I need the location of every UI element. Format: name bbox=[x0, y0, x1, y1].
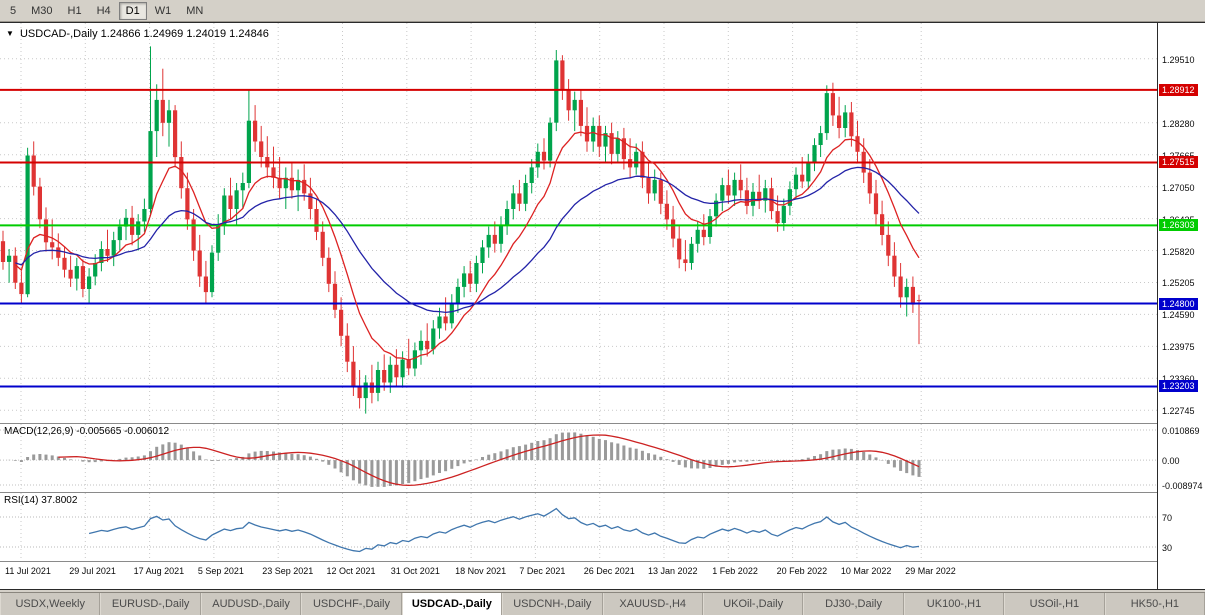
chart-tab-usdcad-daily[interactable]: USDCAD-,Daily bbox=[401, 593, 503, 615]
price-axis-label: 1.24590 bbox=[1162, 310, 1195, 321]
chart-window: ▼ USDCAD-,Daily 1.24866 1.24969 1.24019 … bbox=[0, 22, 1205, 590]
time-axis-label: 26 Dec 2021 bbox=[583, 566, 635, 576]
ohlc-high: 1.24969 bbox=[143, 28, 184, 40]
rsi-name: RSI(14) bbox=[4, 495, 39, 506]
rsi-canvas bbox=[0, 493, 1157, 561]
price-chart-canvas bbox=[0, 23, 1157, 423]
chart-tab-usdx-weekly[interactable]: USDX,Weekly bbox=[0, 593, 101, 615]
macd-main-value: -0.005665 bbox=[76, 426, 122, 437]
chart-tab-xauusd-h4[interactable]: XAUUSD-,H4 bbox=[602, 593, 703, 615]
timeframe-button-w1[interactable]: W1 bbox=[154, 4, 172, 17]
rsi-indicator-label: RSI(14) 37.8002 bbox=[4, 495, 77, 506]
time-axis-label: 18 Nov 2021 bbox=[455, 566, 507, 576]
time-axis-label: 5 Sep 2021 bbox=[197, 566, 244, 576]
time-axis[interactable]: 11 Jul 2021 29 Jul 2021 17 Aug 2021 5 Sep 2… bbox=[0, 562, 1157, 589]
rsi-value: 37.8002 bbox=[41, 495, 78, 506]
price-axis-label: 1.27665 bbox=[1162, 151, 1195, 161]
ohlc-low: 1.24019 bbox=[186, 28, 227, 40]
timeframe-button-5[interactable]: 5 bbox=[10, 4, 17, 17]
macd-axis-label: 0.00 bbox=[1162, 456, 1180, 467]
hline-price-badge: 1.28912 bbox=[1159, 83, 1198, 96]
chart-tab-usoil-h1[interactable]: USOil-,H1 bbox=[1004, 593, 1105, 615]
time-axis-label: 20 Feb 2022 bbox=[776, 566, 828, 576]
chart-tab-hk50-h1[interactable]: HK50-,H1 bbox=[1104, 593, 1205, 615]
ohlc-close: 1.24846 bbox=[229, 28, 269, 40]
hline-price-badge: 1.24800 bbox=[1159, 297, 1198, 310]
price-axis-label: 1.25205 bbox=[1162, 278, 1195, 289]
price-axis-label: 1.29510 bbox=[1162, 54, 1195, 65]
price-axis-label: 1.23975 bbox=[1162, 342, 1195, 353]
timeframe-button-d1[interactable]: D1 bbox=[118, 1, 147, 20]
symbol-marker-icon: ▼ bbox=[6, 29, 14, 38]
price-axis-label: 1.27050 bbox=[1162, 182, 1195, 193]
time-axis-label: 31 Oct 2021 bbox=[390, 566, 440, 576]
price-axis-label: 1.23360 bbox=[1162, 374, 1195, 385]
pane-separator bbox=[0, 561, 1205, 562]
macd-pane[interactable] bbox=[0, 424, 1157, 492]
time-axis-label: 12 Oct 2021 bbox=[326, 566, 376, 576]
price-axis-label: 1.22745 bbox=[1162, 406, 1195, 417]
time-axis-label: 23 Sep 2021 bbox=[262, 566, 314, 576]
rsi-pane[interactable] bbox=[0, 493, 1157, 561]
time-axis-label: 29 Mar 2022 bbox=[905, 566, 956, 576]
time-axis-label: 17 Aug 2021 bbox=[133, 566, 185, 576]
ohlc-open: 1.24866 bbox=[100, 28, 141, 40]
timeframe-button-m30[interactable]: M30 bbox=[31, 4, 53, 17]
timeframe-toolbar: 5 M30 H1 H4 D1 W1 MN bbox=[0, 0, 1205, 22]
macd-canvas bbox=[0, 424, 1157, 492]
chart-tab-ukoil-daily[interactable]: UKOil-,Daily bbox=[702, 593, 804, 615]
hline-price-badge: 1.27515 bbox=[1159, 156, 1198, 169]
price-axis[interactable]: 1.295101.282801.276651.270501.264351.258… bbox=[1157, 23, 1205, 589]
chart-tab-uk100-h1[interactable]: UK100-,H1 bbox=[903, 593, 1005, 615]
time-axis-label: 10 Mar 2022 bbox=[840, 566, 892, 576]
chart-tab-usdcnh-daily[interactable]: USDCNH-,Daily bbox=[502, 593, 603, 615]
hline-price-badge: 1.26303 bbox=[1159, 219, 1198, 232]
time-axis-label: 13 Jan 2022 bbox=[648, 566, 698, 576]
chart-tab-audusd-daily[interactable]: AUDUSD-,Daily bbox=[200, 593, 302, 615]
hline-price-badge: 1.23203 bbox=[1159, 380, 1198, 393]
rsi-axis-label: 30 bbox=[1162, 543, 1173, 553]
time-axis-label: 11 Jul 2021 bbox=[5, 566, 51, 576]
macd-axis-label: -0.008974 bbox=[1162, 480, 1203, 491]
timeframe-button-h1[interactable]: H1 bbox=[67, 4, 82, 17]
time-axis-label: 29 Jul 2021 bbox=[69, 566, 116, 576]
price-pane[interactable] bbox=[0, 23, 1157, 423]
time-axis-label: 7 Dec 2021 bbox=[519, 566, 566, 576]
price-axis-label: 1.28280 bbox=[1162, 118, 1195, 129]
rsi-axis-label: 70 bbox=[1162, 513, 1173, 523]
price-axis-label: 1.25820 bbox=[1162, 246, 1195, 257]
chart-tab-dj30-daily[interactable]: DJ30-,Daily bbox=[803, 593, 904, 615]
chart-ohlc-header: ▼ USDCAD-,Daily 1.24866 1.24969 1.24019 … bbox=[6, 28, 269, 40]
pane-separator[interactable] bbox=[0, 423, 1205, 424]
chart-symbol: USDCAD-,Daily bbox=[19, 28, 98, 40]
macd-name: MACD(12,26,9) bbox=[4, 426, 74, 437]
time-axis-label: 1 Feb 2022 bbox=[712, 566, 758, 576]
chart-tabs: USDX,Weekly EURUSD-,Daily AUDUSD-,Daily USD… bbox=[0, 592, 1205, 615]
chart-tab-usdchf-daily[interactable]: USDCHF-,Daily bbox=[301, 593, 402, 615]
timeframe-button-h4[interactable]: H4 bbox=[96, 4, 111, 17]
pane-separator[interactable] bbox=[0, 492, 1205, 493]
macd-axis-label: 0.010869 bbox=[1162, 426, 1200, 436]
timeframe-button-mn[interactable]: MN bbox=[186, 4, 204, 17]
macd-indicator-label: MACD(12,26,9) -0.005665 -0.006012 bbox=[4, 426, 169, 437]
chart-tab-eurusd-daily[interactable]: EURUSD-,Daily bbox=[100, 593, 201, 615]
macd-signal-value: -0.006012 bbox=[124, 426, 170, 437]
